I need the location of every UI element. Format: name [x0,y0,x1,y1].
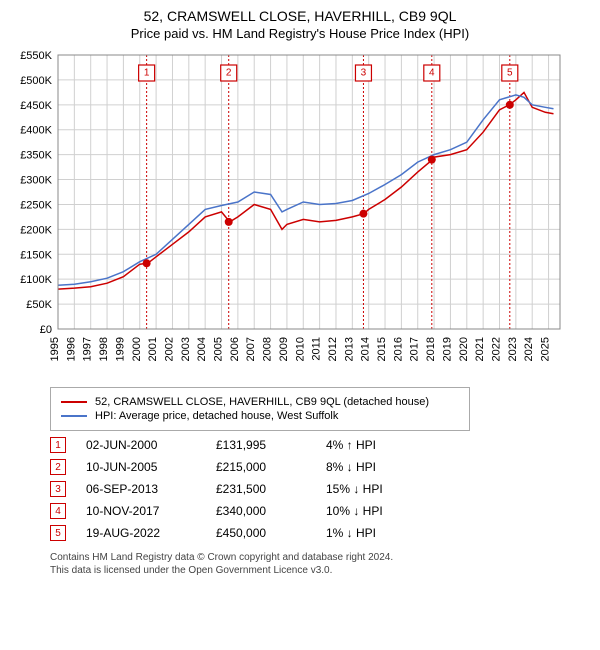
row-diff: 10% ↓ HPI [326,504,436,518]
chart-svg: £0 £50K £100K £150K £200K £250K £300K £350K £400… [10,49,570,379]
row-diff: 15% ↓ HPI [326,482,436,496]
svg-text:1995: 1995 [49,337,61,361]
svg-text:2025: 2025 [540,337,552,361]
row-marker: 2 [50,459,66,475]
legend-label: 52, CRAMSWELL CLOSE, HAVERHILL, CB9 9QL … [95,396,429,408]
svg-text:2003: 2003 [180,337,192,361]
svg-text:2015: 2015 [376,337,388,361]
svg-text:£200K: £200K [20,224,52,236]
row-marker: 1 [50,437,66,453]
svg-text:2014: 2014 [360,337,372,361]
svg-text:2020: 2020 [458,337,470,361]
svg-text:2005: 2005 [213,337,225,361]
legend: 52, CRAMSWELL CLOSE, HAVERHILL, CB9 9QL … [50,387,470,431]
row-date: 06-SEP-2013 [86,482,216,496]
table-row: 4 10-NOV-2017£340,00010% ↓ HPI [50,503,590,519]
svg-text:£50K: £50K [26,299,52,311]
svg-text:2016: 2016 [392,337,404,361]
table-row: 1 02-JUN-2000£131,9954% ↑ HPI [50,437,590,453]
svg-text:2008: 2008 [262,337,274,361]
svg-text:3: 3 [361,68,367,79]
svg-text:2024: 2024 [523,337,535,361]
svg-text:1: 1 [144,68,150,79]
row-diff: 8% ↓ HPI [326,460,436,474]
svg-text:2022: 2022 [490,337,502,361]
svg-text:2002: 2002 [163,337,175,361]
svg-text:£150K: £150K [20,249,52,261]
svg-text:2004: 2004 [196,337,208,361]
svg-text:£350K: £350K [20,150,52,162]
legend-label: HPI: Average price, detached house, West… [95,410,338,422]
svg-text:2010: 2010 [294,337,306,361]
svg-text:2021: 2021 [474,337,486,361]
row-price: £215,000 [216,460,326,474]
svg-text:2011: 2011 [311,337,323,361]
row-date: 02-JUN-2000 [86,438,216,452]
svg-text:£450K: £450K [20,100,52,112]
svg-text:2000: 2000 [131,337,143,361]
chart-container: 52, CRAMSWELL CLOSE, HAVERHILL, CB9 9QL … [0,0,600,585]
row-date: 10-NOV-2017 [86,504,216,518]
svg-text:£550K: £550K [20,50,52,62]
svg-text:2006: 2006 [229,337,241,361]
svg-text:2023: 2023 [507,337,519,361]
svg-text:1998: 1998 [98,337,110,361]
svg-text:4: 4 [429,68,435,79]
footer-line-1: Contains HM Land Registry data © Crown c… [50,551,590,564]
svg-text:2013: 2013 [343,337,355,361]
svg-text:2007: 2007 [245,337,257,361]
row-marker: 5 [50,525,66,541]
table-row: 3 06-SEP-2013£231,50015% ↓ HPI [50,481,590,497]
svg-text:5: 5 [507,68,513,79]
svg-text:£400K: £400K [20,125,52,137]
chart-title: 52, CRAMSWELL CLOSE, HAVERHILL, CB9 9QL [10,8,590,24]
chart-subtitle: Price paid vs. HM Land Registry's House … [10,26,590,41]
svg-text:1996: 1996 [65,337,77,361]
table-row: 5 19-AUG-2022£450,0001% ↓ HPI [50,525,590,541]
footer-line-2: This data is licensed under the Open Gov… [50,564,590,577]
table-row: 2 10-JUN-2005£215,0008% ↓ HPI [50,459,590,475]
row-marker: 3 [50,481,66,497]
svg-text:2017: 2017 [409,337,421,361]
row-price: £231,500 [216,482,326,496]
svg-text:2019: 2019 [441,337,453,361]
legend-swatch [61,415,87,417]
svg-text:1997: 1997 [82,337,94,361]
legend-row: HPI: Average price, detached house, West… [61,410,459,422]
legend-row: 52, CRAMSWELL CLOSE, HAVERHILL, CB9 9QL … [61,396,459,408]
row-date: 19-AUG-2022 [86,526,216,540]
chart-area: £0 £50K £100K £150K £200K £250K £300K £350K £400… [10,49,590,379]
footer: Contains HM Land Registry data © Crown c… [50,551,590,577]
row-price: £450,000 [216,526,326,540]
row-marker: 4 [50,503,66,519]
row-diff: 4% ↑ HPI [326,438,436,452]
svg-text:2: 2 [226,68,232,79]
svg-text:£250K: £250K [20,199,52,211]
svg-text:2018: 2018 [425,337,437,361]
svg-text:2009: 2009 [278,337,290,361]
svg-text:£100K: £100K [20,274,52,286]
legend-swatch [61,401,87,403]
svg-text:2001: 2001 [147,337,159,361]
svg-text:£500K: £500K [20,75,52,87]
row-diff: 1% ↓ HPI [326,526,436,540]
svg-text:£300K: £300K [20,175,52,187]
svg-text:2012: 2012 [327,337,339,361]
row-date: 10-JUN-2005 [86,460,216,474]
transaction-table: 1 02-JUN-2000£131,9954% ↑ HPI 2 10-JUN-2005… [50,437,590,541]
svg-text:£0: £0 [40,324,52,336]
svg-text:1999: 1999 [114,337,126,361]
row-price: £131,995 [216,438,326,452]
row-price: £340,000 [216,504,326,518]
